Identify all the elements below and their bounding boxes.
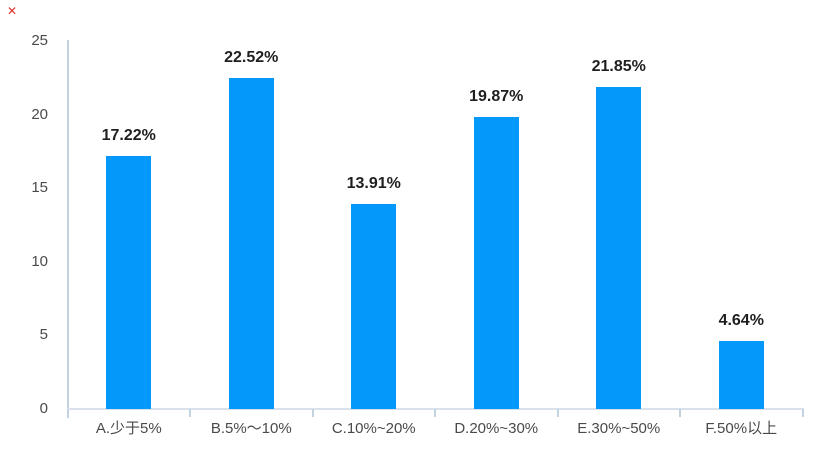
x-axis-tick xyxy=(311,409,314,417)
y-tick-label: 5 xyxy=(39,326,48,344)
bar-value-label: 21.85% xyxy=(591,58,646,76)
y-tick-label: 0 xyxy=(39,400,48,417)
y-tick-label: 20 xyxy=(31,105,48,123)
x-tick-label: D.20%~30% xyxy=(454,420,539,437)
x-axis-tick xyxy=(66,409,69,417)
bar-value-label: 13.91% xyxy=(346,175,401,193)
bar xyxy=(228,77,274,409)
bar xyxy=(473,116,519,409)
x-tick-label: A.少于5% xyxy=(95,420,162,437)
broken-image-icon: ✕ xyxy=(7,4,18,18)
bar-value-label: 19.87% xyxy=(469,87,524,105)
bar xyxy=(718,340,764,409)
bar xyxy=(351,204,397,409)
x-tick-label: E.30%~50% xyxy=(577,420,661,437)
x-axis-tick xyxy=(679,409,681,417)
bar-value-label: 4.64% xyxy=(718,311,764,329)
y-tick-label: 10 xyxy=(31,252,48,270)
x-axis-tick xyxy=(189,409,191,417)
y-axis-line xyxy=(66,40,69,418)
bar-value-label: 17.22% xyxy=(101,126,156,144)
x-axis-tick xyxy=(801,409,804,417)
y-tick-label: 15 xyxy=(31,179,48,197)
x-axis-tick xyxy=(556,409,559,417)
bar-value-label: 22.52% xyxy=(224,48,279,66)
bar xyxy=(596,87,642,409)
x-tick-label: F.50%以上 xyxy=(705,420,778,437)
bar xyxy=(106,155,152,409)
y-tick-label: 25 xyxy=(31,32,48,49)
x-tick-label: C.10%~20% xyxy=(331,420,416,437)
x-tick-label: B.5%～10% xyxy=(210,420,292,437)
x-axis-tick xyxy=(434,409,436,417)
